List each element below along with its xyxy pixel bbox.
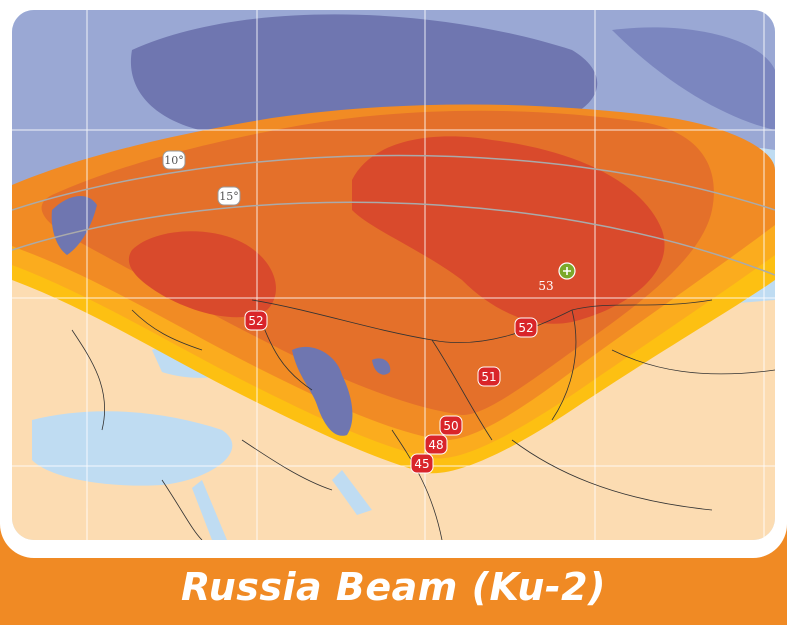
- elevation-arc-10: [12, 154, 775, 211]
- svg-text:50: 50: [443, 419, 458, 433]
- elevation-arc-15: [12, 201, 775, 276]
- persian-gulf: [332, 470, 372, 515]
- aral-sea: [372, 358, 391, 375]
- peak-marker-icon: [558, 262, 576, 280]
- title-banner: [0, 558, 787, 625]
- eirp-marker-52-west: 52: [244, 310, 268, 331]
- map-frame: 10° 15° 52 52 51 50: [0, 0, 787, 558]
- arctic-east: [612, 27, 775, 130]
- svg-text:10°: 10°: [164, 154, 184, 167]
- eirp-marker-50: 50: [439, 415, 463, 436]
- elevation-label-15: 15°: [217, 186, 241, 206]
- elevation-label-10: 10°: [162, 150, 186, 170]
- map-title: Russia Beam (Ku-2): [181, 565, 606, 609]
- svg-text:45: 45: [414, 457, 429, 471]
- svg-text:52: 52: [248, 314, 263, 328]
- red-sea: [192, 480, 227, 540]
- caspian-sea: [292, 346, 353, 436]
- svg-text:52: 52: [518, 321, 533, 335]
- contour-52-east: [352, 136, 665, 324]
- eirp-marker-48: 48: [424, 434, 448, 455]
- country-borders: [71, 299, 775, 540]
- map-grid: [12, 10, 775, 540]
- eirp-marker-51: 51: [477, 366, 501, 387]
- coverage-map: 10° 15° 52 52 51 50: [12, 10, 775, 540]
- eirp-marker-45: 45: [410, 453, 434, 474]
- baltic-sea: [51, 195, 97, 255]
- peak-value: 53: [538, 279, 553, 293]
- contour-52-west: [128, 231, 276, 318]
- mediterranean-sea: [32, 411, 233, 486]
- svg-text:48: 48: [428, 438, 443, 452]
- svg-text:15°: 15°: [219, 190, 239, 203]
- svg-text:51: 51: [481, 370, 496, 384]
- eirp-marker-52-east: 52: [514, 317, 538, 338]
